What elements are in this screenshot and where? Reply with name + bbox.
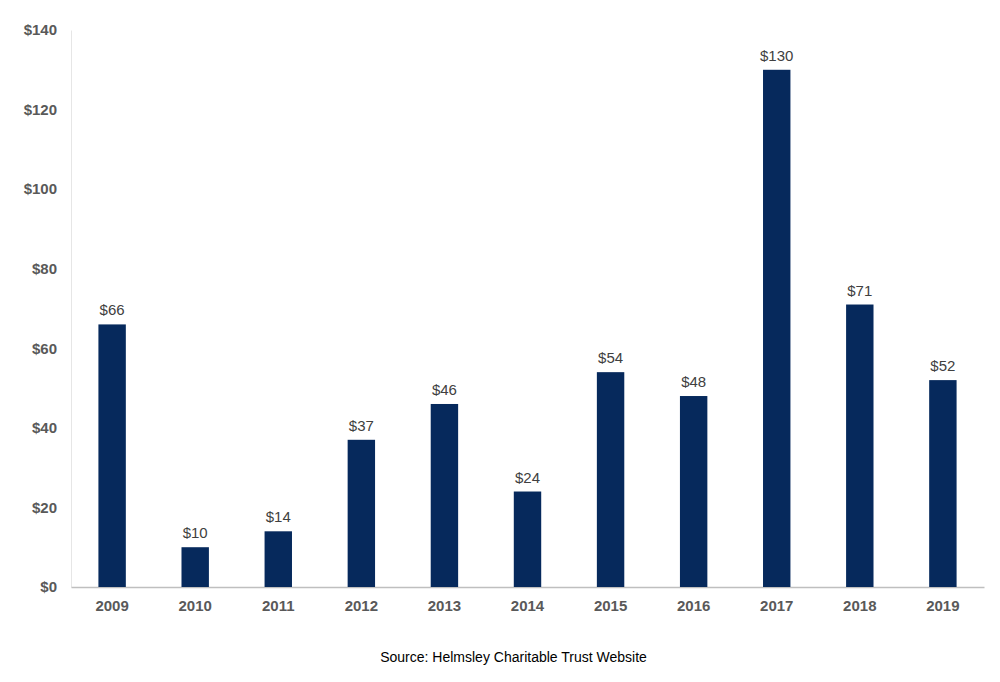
x-tick-label: 2019 <box>926 597 959 614</box>
data-labels: $66 $10 $14 $37 $46 $24 $54 $48 $130 $71 $52 <box>100 47 956 541</box>
x-tick: 2015 <box>594 587 627 614</box>
y-tick-label: $20 <box>32 499 57 516</box>
data-label: $130 <box>760 47 793 64</box>
data-label: $14 <box>266 508 291 525</box>
x-tick-label: 2015 <box>594 597 627 614</box>
y-axis-line <box>71 31 72 588</box>
data-label: $52 <box>930 357 955 374</box>
x-tick: 2010 <box>179 587 212 614</box>
x-tick: 2013 <box>428 587 461 614</box>
x-tick: 2009 <box>95 587 128 614</box>
chart: $0$20$40$60$80$100$120$14020092010201120… <box>0 0 1000 682</box>
y-tick-label: $100 <box>24 180 57 197</box>
bar <box>929 380 956 587</box>
y-tick: $20 <box>32 499 71 516</box>
x-tick-label: 2016 <box>677 597 710 614</box>
y-tick: $0 <box>40 578 71 595</box>
x-tick: 2018 <box>843 587 876 614</box>
x-tick-label: 2009 <box>95 597 128 614</box>
data-label: $54 <box>598 349 623 366</box>
y-axis: $0 $20 $40 $60 $80 $100 $120 $140 <box>24 21 72 595</box>
x-tick-label: 2012 <box>345 597 378 614</box>
data-label: $71 <box>847 282 872 299</box>
x-tick: 2016 <box>677 587 710 614</box>
data-label: $37 <box>349 417 374 434</box>
y-tick-label: $40 <box>32 419 57 436</box>
y-tick: $120 <box>24 101 71 118</box>
x-tick: 2012 <box>345 587 378 614</box>
x-tick-label: 2018 <box>843 597 876 614</box>
y-tick: $80 <box>32 260 71 277</box>
x-tick-label: 2010 <box>179 597 212 614</box>
x-tick: 2017 <box>760 587 793 614</box>
data-label: $46 <box>432 381 457 398</box>
y-tick: $100 <box>24 180 71 197</box>
y-tick-label: $140 <box>24 21 57 38</box>
x-axis: 2009 2010 2011 2012 2013 2014 2015 2016 2017 2018… <box>72 587 985 614</box>
x-tick-label: 2014 <box>511 597 545 614</box>
bar <box>265 531 292 587</box>
y-tick: $140 <box>24 21 71 38</box>
bar <box>431 404 458 587</box>
y-tick: $60 <box>32 340 71 357</box>
y-tick-label: $80 <box>32 260 57 277</box>
bar <box>98 324 125 587</box>
y-tick-label: $0 <box>40 578 57 595</box>
x-tick: 2014 <box>511 587 545 614</box>
x-tick-label: 2011 <box>262 597 295 614</box>
x-tick-label: 2017 <box>760 597 793 614</box>
bar <box>763 70 790 587</box>
data-label: $10 <box>183 524 208 541</box>
y-tick-label: $120 <box>24 101 57 118</box>
data-label: $48 <box>681 373 706 390</box>
data-label: $66 <box>100 301 125 318</box>
bar <box>348 440 375 587</box>
bar <box>680 396 707 587</box>
y-tick: $40 <box>32 419 71 436</box>
x-tick: 2011 <box>262 587 295 614</box>
data-label: $24 <box>515 469 540 486</box>
bar <box>597 372 624 587</box>
bars <box>98 70 956 587</box>
bar <box>514 492 541 587</box>
x-tick-label: 2013 <box>428 597 461 614</box>
bar <box>181 547 208 587</box>
y-tick-label: $60 <box>32 340 57 357</box>
x-tick: 2019 <box>926 587 959 614</box>
source-note: Source: Helmsley Charitable Trust Websit… <box>380 649 647 665</box>
bar <box>846 305 873 587</box>
